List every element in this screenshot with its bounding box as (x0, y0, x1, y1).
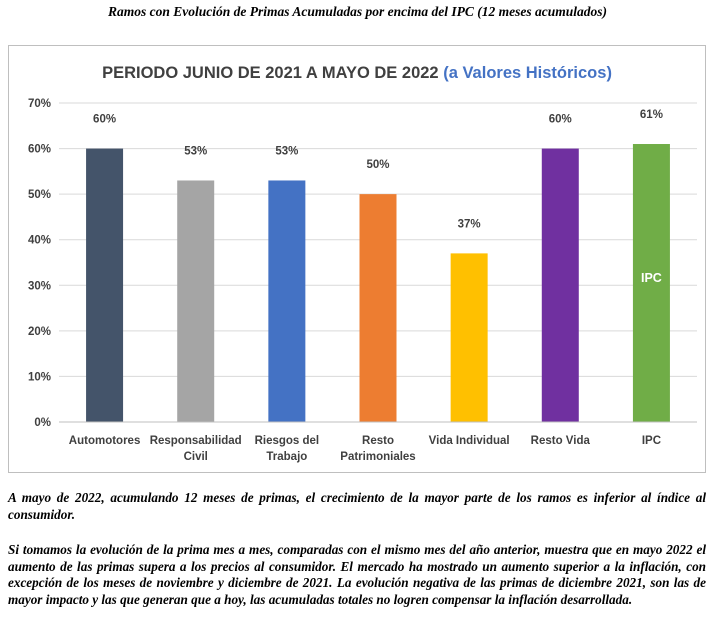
y-tick-label: 20% (28, 326, 51, 338)
bar-inner-label: IPC (641, 271, 662, 285)
y-tick-label: 10% (28, 371, 51, 383)
data-label: 60% (549, 114, 572, 126)
chart-title-highlight: (a Valores Históricos) (443, 64, 612, 82)
category-label: Automotores (69, 435, 141, 447)
y-tick-label: 40% (28, 235, 51, 247)
bar (450, 253, 488, 422)
y-tick-label: 60% (28, 144, 51, 156)
bar (268, 180, 306, 422)
category-label: IPC (642, 435, 661, 447)
y-tick-label: 30% (28, 280, 51, 292)
data-label: 53% (275, 145, 298, 157)
bar (359, 194, 397, 422)
bar (86, 148, 124, 423)
y-tick-label: 50% (28, 189, 51, 201)
chart-title: PERIODO JUNIO DE 2021 A MAYO DE 2022 (a … (9, 64, 705, 83)
category-label: Vida Individual (429, 435, 510, 447)
paragraph-summary: A mayo de 2022, acumulando 12 meses de p… (8, 490, 706, 522)
bar-chart: 0% 10% 20% 30% 40% 50% 60% 70% 60% Automotores 53%… (28, 98, 697, 463)
data-label: 37% (458, 218, 481, 230)
category-label: Riesgos del Trabajo (255, 435, 320, 463)
category-label: Resto Patrimoniales (340, 435, 415, 463)
bar (632, 144, 670, 422)
data-label: 50% (366, 159, 389, 171)
category-label: Responsabilidad Civil (150, 435, 242, 463)
y-tick-label: 0% (34, 417, 51, 429)
bar (541, 148, 579, 423)
y-tick-label: 70% (28, 98, 51, 110)
chart-title-main: PERIODO JUNIO DE 2021 A MAYO DE 2022 (102, 64, 439, 82)
data-label: 60% (93, 114, 116, 126)
document-title: Ramos con Evolución de Primas Acumuladas… (107, 4, 608, 19)
bar (177, 180, 215, 422)
data-label: 53% (184, 145, 207, 157)
data-label: 61% (640, 109, 663, 121)
chart-frame: PERIODO JUNIO DE 2021 A MAYO DE 2022 (a … (8, 45, 706, 473)
category-label: Resto Vida (531, 435, 591, 447)
paragraph-analysis: Si tomamos la evolución de la prima mes … (8, 542, 706, 607)
